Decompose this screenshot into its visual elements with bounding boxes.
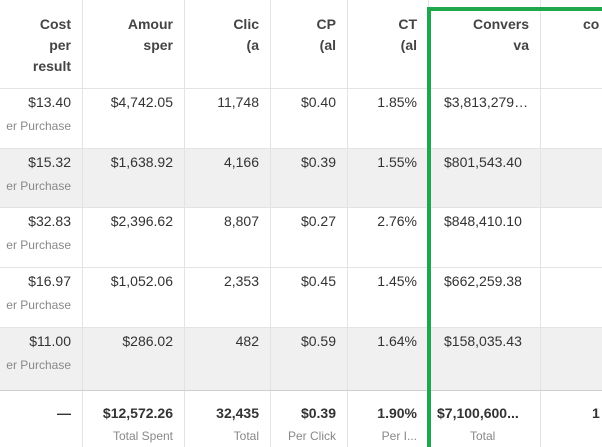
cell-value: $0.45: [300, 273, 336, 289]
row-divider: [0, 207, 602, 208]
result-type: er Purchase: [6, 358, 71, 372]
row-divider: [0, 148, 602, 149]
cell-value: $0.59: [300, 333, 336, 349]
total-label: Total: [470, 429, 496, 443]
cell-value: $848,410.10: [444, 213, 522, 229]
column-header: Cost: [39, 16, 71, 32]
column-header: va: [513, 37, 529, 53]
cell-value: $11.00: [29, 333, 71, 349]
row-divider: [0, 267, 602, 268]
cell-value: 4,166: [223, 154, 259, 170]
column-divider: [270, 0, 271, 447]
column-header: result: [32, 58, 71, 74]
cell-value: $662,259.38: [444, 273, 522, 289]
cell-value: 1.64%: [377, 333, 417, 349]
column-header: Clic: [233, 16, 259, 32]
cell-value: 1.45%: [377, 273, 417, 289]
row-divider: [0, 88, 602, 89]
cell-value: $16.97: [28, 273, 71, 289]
cell-value: $0.39: [300, 154, 336, 170]
cell-value: $2,396.62: [110, 213, 173, 229]
column-divider: [184, 0, 185, 447]
total-label: Per I...: [381, 429, 417, 443]
total-value: 1: [592, 405, 600, 421]
cell-value: $286.02: [122, 333, 173, 349]
cell-value: 2.76%: [377, 213, 417, 229]
cell-value: $3,813,279…: [444, 94, 529, 110]
column-header: CP: [316, 16, 336, 32]
result-type: er Purchase: [6, 298, 71, 312]
total-label: Per Click: [287, 429, 336, 443]
cell-value: $1,638.92: [110, 154, 173, 170]
row-bg: [0, 148, 602, 207]
total-value: $12,572.26: [102, 405, 173, 421]
column-header: co: [583, 16, 600, 32]
total-value: —: [57, 405, 71, 421]
column-divider: [82, 0, 83, 447]
cell-value: $13.40: [28, 94, 71, 110]
total-value: 32,435: [216, 405, 259, 421]
column-header: Amour: [127, 16, 173, 32]
result-type: er Purchase: [6, 119, 71, 133]
cell-value: $801,543.40: [444, 154, 522, 170]
total-label: Total Spent: [112, 429, 173, 443]
column-header: (a: [246, 37, 259, 53]
column-highlight: [427, 7, 602, 447]
cell-value: $32.83: [28, 213, 71, 229]
row-divider: [0, 390, 602, 391]
column-header: (al: [400, 37, 417, 53]
cell-value: 482: [235, 333, 259, 349]
result-type: er Purchase: [6, 238, 71, 252]
cell-value: 1.55%: [377, 154, 417, 170]
total-value: $0.39: [300, 405, 336, 421]
column-header: CT: [398, 16, 417, 32]
cell-value: 11,748: [217, 94, 259, 110]
cell-value: $158,035.43: [444, 333, 522, 349]
cell-value: $0.27: [300, 213, 336, 229]
result-type: er Purchase: [6, 179, 71, 193]
cell-value: 1.85%: [377, 94, 417, 110]
column-header: per: [49, 37, 71, 53]
row-bg: [0, 327, 602, 390]
cell-value: $1,052.06: [110, 273, 173, 289]
total-value: 1.90%: [377, 405, 417, 421]
cell-value: 2,353: [223, 273, 259, 289]
cell-value: $0.40: [300, 94, 336, 110]
cell-value: 8,807: [223, 213, 259, 229]
cell-value: $15.32: [28, 154, 71, 170]
column-header: Convers: [472, 16, 529, 32]
column-header: (al: [319, 37, 336, 53]
cell-value: $4,742.05: [110, 94, 173, 110]
column-divider: [540, 0, 541, 447]
row-divider: [0, 327, 602, 328]
total-value: $7,100,600...: [437, 405, 519, 421]
column-header: sper: [143, 37, 173, 53]
column-divider: [347, 0, 348, 447]
total-label: Total: [233, 429, 259, 443]
